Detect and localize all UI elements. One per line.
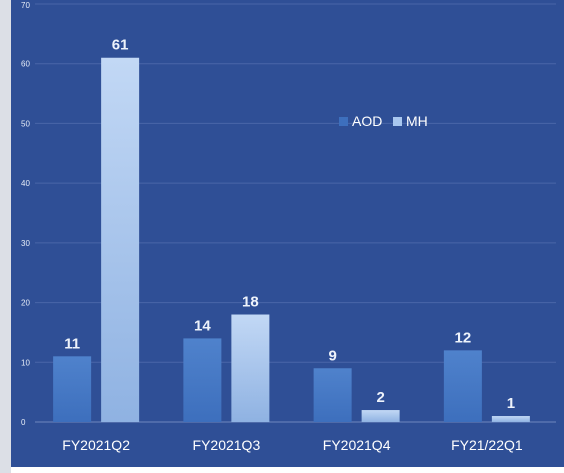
bar-aod	[53, 356, 92, 422]
data-label: 9	[328, 347, 336, 364]
x-tick-label: FY21/22Q1	[451, 437, 523, 453]
data-label: 2	[376, 389, 384, 406]
data-label: 14	[194, 317, 211, 334]
legend-swatch-aod	[339, 117, 348, 126]
bar-mh	[491, 416, 530, 422]
bars	[53, 57, 530, 422]
y-tick-label: 0	[21, 418, 26, 427]
bar-aod	[443, 350, 482, 422]
data-label: 61	[112, 37, 129, 54]
legend-label-aod: AOD	[352, 113, 382, 129]
y-tick-label: 60	[21, 60, 30, 69]
y-tick-label: 70	[21, 1, 30, 10]
y-axis-ticks: 0 10 20 30 40 50 60 70	[21, 1, 30, 427]
legend: AOD MH	[339, 113, 428, 129]
bar-chart: 0 10 20 30 40 50 60 70 11 61 14 18 9 2 12 1 FY2021Q2 FY…	[11, 0, 564, 467]
data-label: 18	[242, 294, 259, 311]
data-label: 11	[64, 335, 80, 352]
y-tick-label: 10	[21, 358, 30, 367]
bar-mh	[231, 314, 270, 422]
y-tick-label: 50	[21, 119, 30, 128]
legend-label-mh: MH	[406, 113, 428, 129]
x-tick-label: FY2021Q3	[193, 437, 261, 453]
bar-aod	[313, 368, 352, 422]
left-frame-strip	[0, 0, 11, 473]
data-label: 1	[507, 395, 515, 412]
x-axis-ticks: FY2021Q2 FY2021Q3 FY2021Q4 FY21/22Q1	[62, 437, 523, 453]
x-tick-label: FY2021Q2	[62, 437, 130, 453]
data-label: 12	[455, 329, 472, 346]
y-tick-label: 30	[21, 239, 30, 248]
bar-mh	[101, 57, 140, 422]
legend-swatch-mh	[393, 117, 402, 126]
y-tick-label: 20	[21, 299, 30, 308]
bar-aod	[183, 338, 222, 422]
data-labels: 11 61 14 18 9 2 12 1	[64, 37, 515, 412]
y-tick-label: 40	[21, 179, 30, 188]
x-tick-label: FY2021Q4	[323, 437, 391, 453]
bar-mh	[361, 410, 400, 422]
